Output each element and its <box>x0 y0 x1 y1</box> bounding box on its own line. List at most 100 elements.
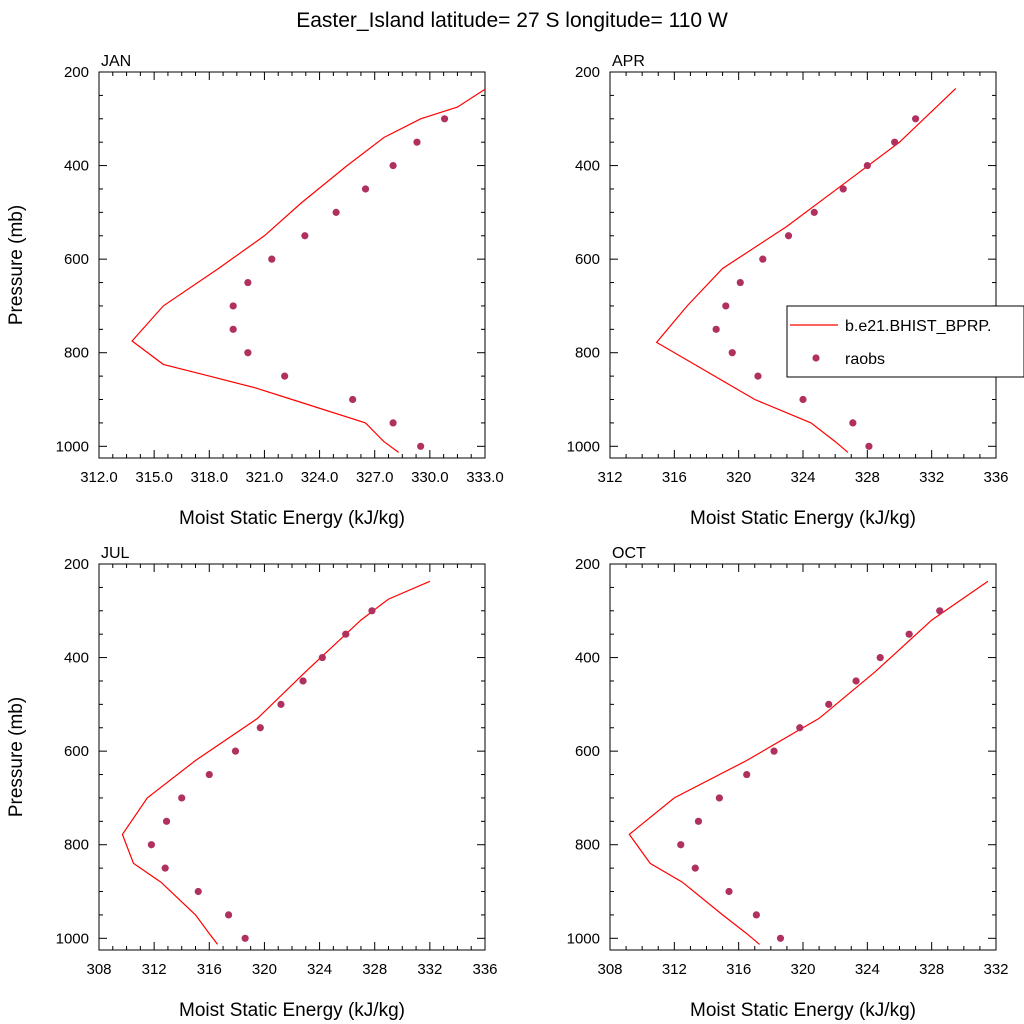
x-tick-label: 320 <box>726 469 751 486</box>
raobs-point <box>839 185 847 193</box>
x-tick-label: 312.0 <box>80 469 118 486</box>
y-tick-label: 800 <box>64 837 89 854</box>
raobs-point <box>301 232 309 240</box>
raobs-point <box>231 747 240 755</box>
raobs-point <box>318 653 326 662</box>
raobs-point <box>349 395 357 404</box>
y-tick-label: 600 <box>575 251 600 268</box>
y-tick-label: 400 <box>64 158 89 175</box>
x-axis-label: Moist Static Energy (kJ/kg) <box>690 1000 916 1021</box>
raobs-point <box>725 887 733 896</box>
x-tick-label: 324 <box>855 961 880 978</box>
x-tick-label: 332 <box>983 961 1008 978</box>
y-tick-label: 200 <box>575 64 600 81</box>
raobs-point <box>876 653 884 662</box>
legend: b.e21.BHIST_BPRP.raobs <box>786 305 1024 378</box>
raobs-point <box>413 138 421 146</box>
raobs-point <box>162 817 171 825</box>
raobs-point <box>205 770 213 779</box>
model-line <box>121 580 431 945</box>
raobs-point <box>754 372 762 380</box>
raobs-point <box>736 278 744 287</box>
x-tick-label: 332 <box>919 469 944 486</box>
raobs-point <box>891 138 899 146</box>
x-axis-label: Moist Static Energy (kJ/kg) <box>690 508 916 529</box>
x-tick-label: 320 <box>790 961 815 978</box>
y-tick-label: 800 <box>575 837 600 854</box>
raobs-point <box>147 841 155 849</box>
raobs-point <box>784 232 793 240</box>
raobs-point <box>905 630 913 638</box>
panel-apr: APR 312 316 320 324 328 332 336 200 400 600 800 1000… <box>567 53 1009 529</box>
y-tick-label: 1000 <box>567 930 600 947</box>
model-line <box>131 88 486 453</box>
raobs-point <box>715 794 723 802</box>
figure-title: Easter_Island latitude= 27 S longitude= … <box>296 9 728 32</box>
y-tick-label: 400 <box>575 650 600 667</box>
raobs-point <box>244 278 252 287</box>
x-axis-label: Moist Static Energy (kJ/kg) <box>179 508 405 529</box>
raobs-point <box>849 419 857 427</box>
legend-box <box>786 305 1024 378</box>
y-tick-label: 200 <box>64 64 89 81</box>
y-tick-label: 200 <box>64 556 89 573</box>
y-tick-label: 1000 <box>56 438 89 455</box>
x-tick-label: 336 <box>983 469 1008 486</box>
x-tick-label: 330.0 <box>411 469 449 486</box>
panel-title: APR <box>612 53 645 70</box>
raobs-point <box>241 934 249 942</box>
panels: JAN 312.0 315.0 318.0 321.0 324.0 327.0 330.0 33… <box>6 53 1009 1021</box>
raobs-point <box>389 161 397 170</box>
x-tick-label: 333.0 <box>466 469 504 486</box>
x-tick-label: 328 <box>855 469 880 486</box>
raobs-point <box>712 325 720 333</box>
raobs-point <box>796 724 804 732</box>
raobs-point <box>691 864 699 872</box>
raobs-point <box>722 302 730 310</box>
y-tick-label: 800 <box>64 345 89 362</box>
plot-frame <box>609 563 997 951</box>
x-tick-label: 316 <box>726 961 751 978</box>
raobs-point <box>194 887 202 896</box>
raobs-point <box>229 302 237 310</box>
raobs-point <box>865 442 873 450</box>
legend-label-obs: raobs <box>845 351 885 368</box>
panel-title: OCT <box>612 545 646 562</box>
y-axis-label: Pressure (mb) <box>6 205 27 325</box>
x-tick-label: 324 <box>790 469 815 486</box>
raobs-point <box>852 677 860 685</box>
raobs-point <box>244 349 252 357</box>
raobs-point <box>256 724 264 732</box>
x-tick-label: 327.0 <box>356 469 394 486</box>
raobs-point <box>799 395 807 404</box>
x-tick-label: 308 <box>86 961 111 978</box>
raobs-point <box>389 419 397 427</box>
raobs-point <box>299 677 307 685</box>
raobs-point <box>361 185 370 193</box>
y-tick-label: 400 <box>64 650 89 667</box>
y-tick-label: 400 <box>575 158 600 175</box>
x-tick-label: 316 <box>662 469 687 486</box>
x-tick-label: 328 <box>919 961 944 978</box>
plot-frame <box>98 563 486 951</box>
x-tick-label: 316 <box>197 961 222 978</box>
raobs-point <box>229 325 237 333</box>
raobs-point <box>161 864 169 872</box>
y-tick-label: 800 <box>575 345 600 362</box>
raobs-point <box>694 817 703 825</box>
x-tick-label: 312 <box>662 961 687 978</box>
model-line <box>655 87 957 453</box>
y-tick-label: 1000 <box>567 438 600 455</box>
panel-jul: JUL 308 312 316 320 324 328 332 336 200 400 600 800 1… <box>6 545 498 1021</box>
raobs-point <box>224 911 233 919</box>
x-tick-label: 332 <box>417 961 442 978</box>
x-tick-label: 324.0 <box>301 469 339 486</box>
x-tick-label: 318.0 <box>191 469 229 486</box>
x-tick-label: 315.0 <box>135 469 173 486</box>
y-tick-label: 1000 <box>56 930 89 947</box>
raobs-point <box>863 161 871 170</box>
x-tick-label: 320 <box>252 961 277 978</box>
raobs-point <box>677 841 685 849</box>
panel-oct: OCT 308 312 316 320 324 328 332 200 400 600 800 1000… <box>567 545 1009 1021</box>
